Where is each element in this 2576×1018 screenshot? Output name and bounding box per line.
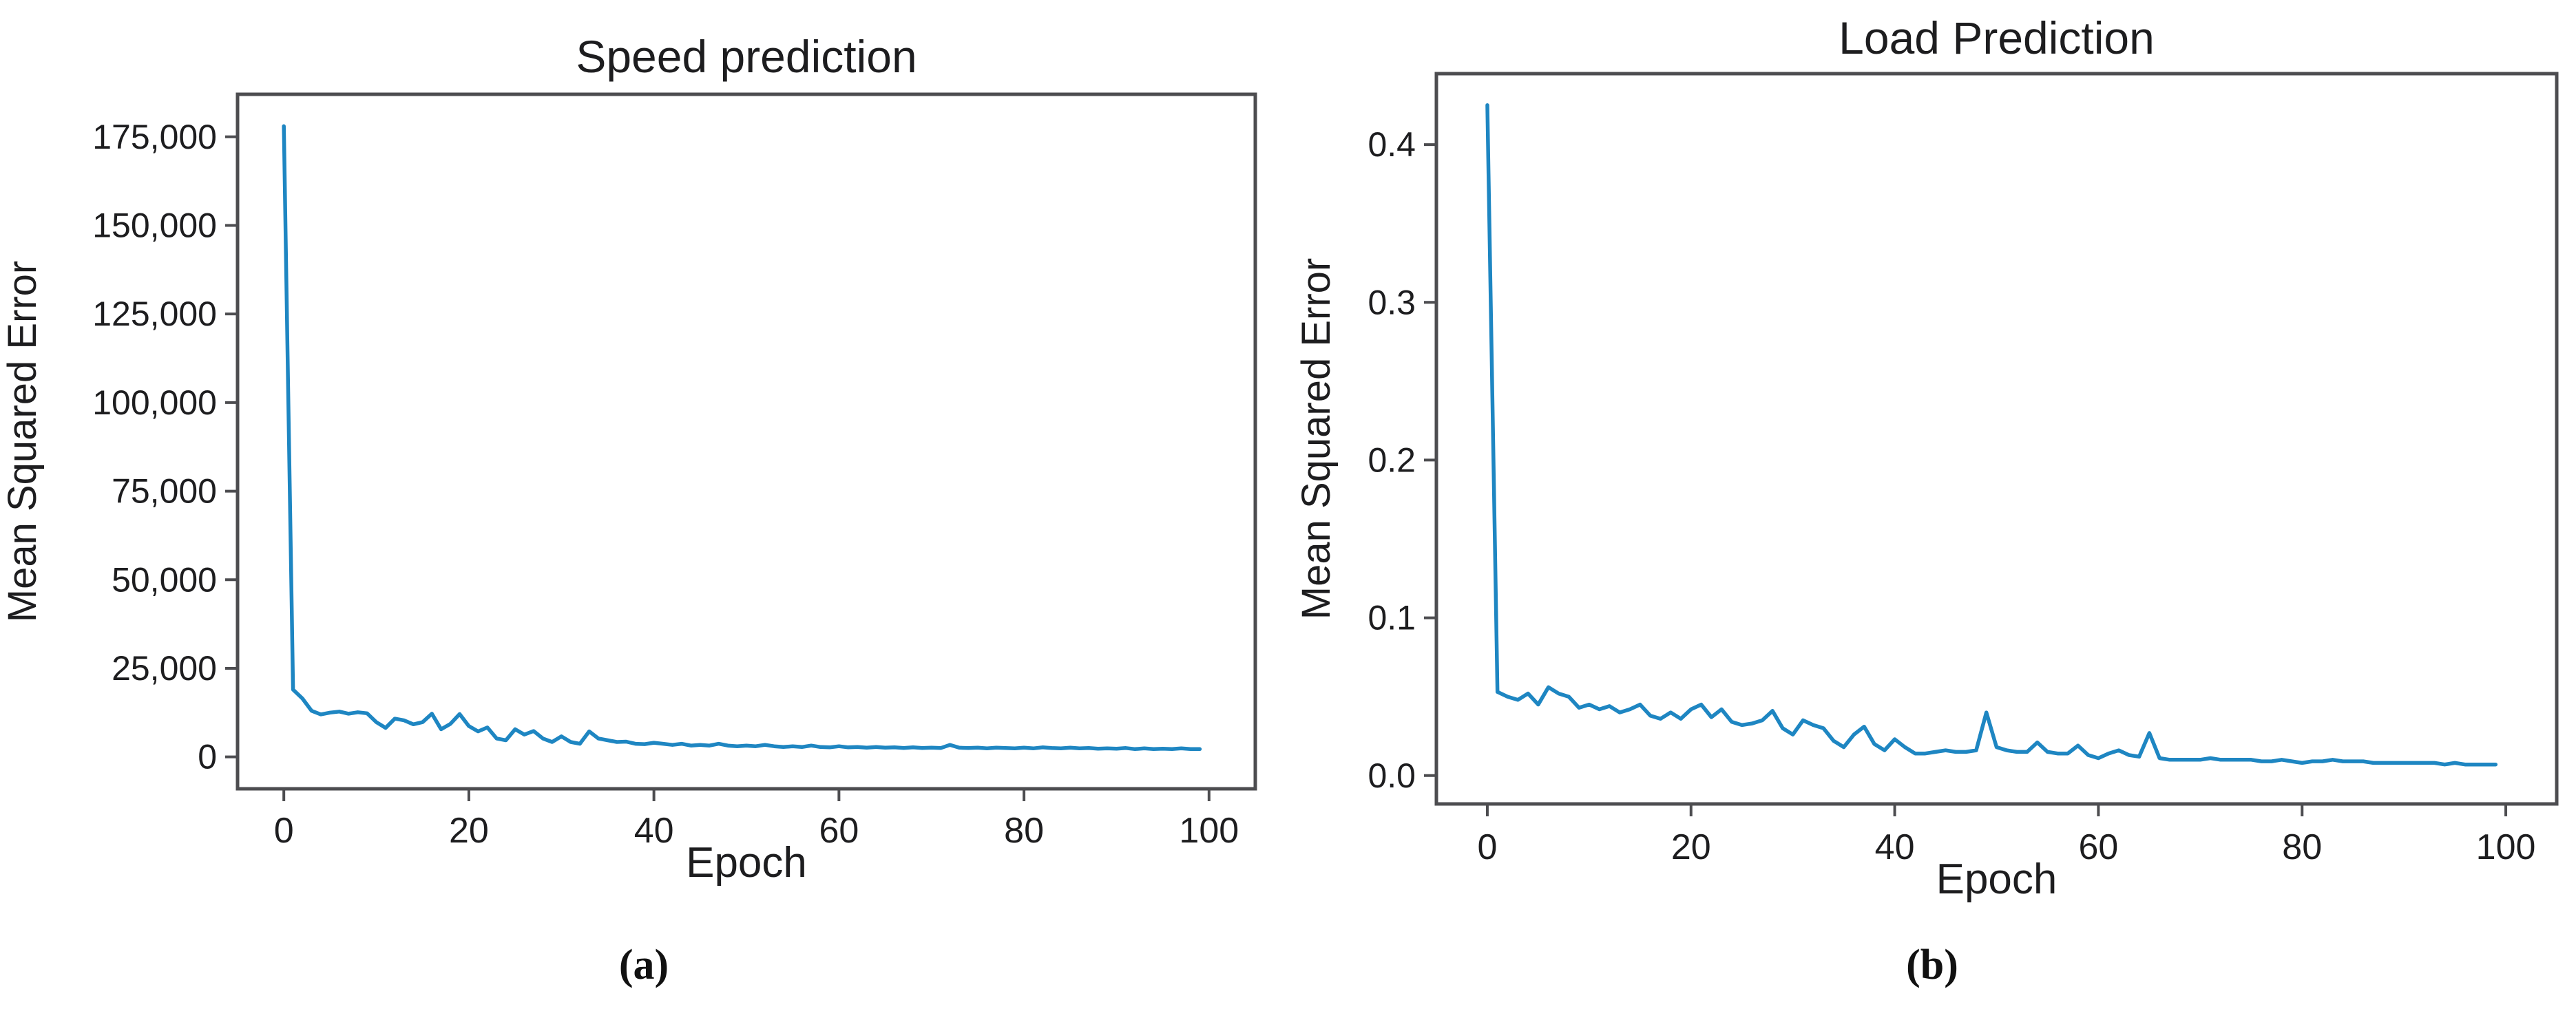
y-tick-label: 0 <box>198 738 217 776</box>
x-tick-label: 60 <box>819 811 859 851</box>
x-tick-label: 0 <box>1477 827 1497 867</box>
speed-prediction-chart: 0 20 40 60 80 100 0 25,000 50,000 75,000 100,000 12… <box>0 31 1257 988</box>
loss-curve <box>282 124 1202 752</box>
plot-area: 0 20 40 60 80 100 0 25,000 50,000 75,000 100,000 12… <box>92 92 1257 851</box>
y-tick-label: 0.1 <box>1368 599 1416 637</box>
y-tick-label: 100,000 <box>92 383 217 422</box>
chart-panel-speed: 0 20 40 60 80 100 0 25,000 50,000 75,000 100,000 12… <box>0 31 1257 988</box>
x-tick-label: 60 <box>2078 827 2118 867</box>
subfigure-caption-a: (a) <box>619 942 669 988</box>
x-tick-label: 20 <box>1671 827 1711 867</box>
x-tick-label: 80 <box>2282 827 2322 867</box>
chart-panel-load: 0 20 40 60 80 100 0.0 0.1 0.2 0.3 0.4 Load Predict… <box>1288 0 2576 1018</box>
chart-title-speed: Speed prediction <box>576 31 917 82</box>
y-tick-label: 0.4 <box>1368 125 1416 164</box>
x-tick-label: 80 <box>1004 811 1044 851</box>
y-tick-label: 0.3 <box>1368 283 1416 321</box>
x-tick-label: 20 <box>449 811 489 851</box>
chart-title-load: Load Prediction <box>1839 12 2155 63</box>
y-tick-label: 25,000 <box>112 649 217 688</box>
axes-spines <box>235 92 1257 791</box>
y-tick-label: 175,000 <box>92 118 217 156</box>
y-tick-label: 0.2 <box>1368 441 1416 479</box>
x-tick-label: 100 <box>1179 811 1239 851</box>
loss-curve <box>1485 103 2498 767</box>
x-axis-label-load: Epoch <box>1936 856 2057 903</box>
x-tick-label: 0 <box>274 811 294 851</box>
y-tick-label: 150,000 <box>92 206 217 244</box>
subfigure-caption-b: (b) <box>1906 942 1958 988</box>
y-tick-label: 0.0 <box>1368 756 1416 795</box>
y-axis-label-load: Mean Squared Error <box>1294 258 1339 619</box>
y-axis-label-speed: Mean Squared Error <box>0 261 45 622</box>
axes-spines <box>1434 72 2559 806</box>
y-tick-label: 75,000 <box>112 472 217 511</box>
x-tick-label: 100 <box>2476 827 2536 867</box>
y-tick-label: 125,000 <box>92 295 217 333</box>
x-tick-label: 40 <box>634 811 674 851</box>
y-tick-label: 50,000 <box>112 560 217 599</box>
x-tick-label: 40 <box>1875 827 1915 867</box>
plot-area: 0 20 40 60 80 100 0.0 0.1 0.2 0.3 0.4 <box>1368 72 2559 867</box>
x-axis-label-speed: Epoch <box>686 839 807 887</box>
load-prediction-chart: 0 20 40 60 80 100 0.0 0.1 0.2 0.3 0.4 Load Predict… <box>1294 12 2559 988</box>
